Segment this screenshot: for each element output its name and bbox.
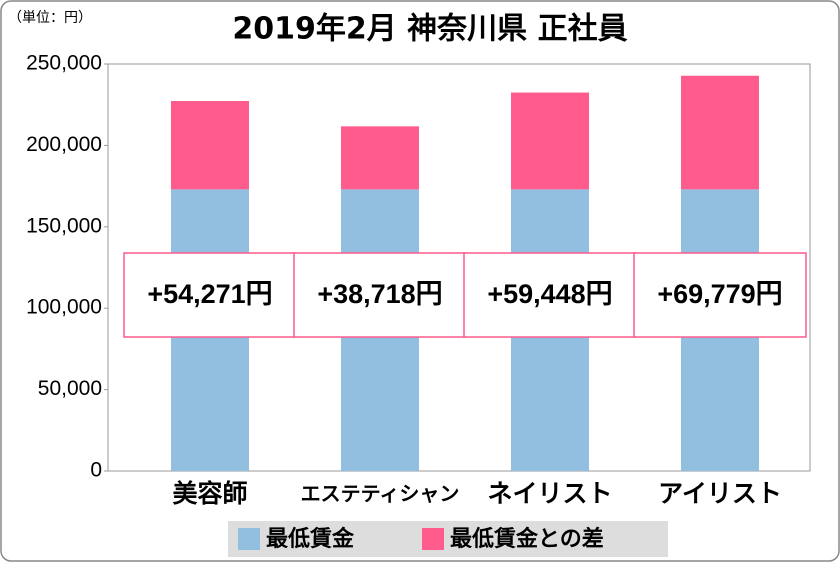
y-tick-label: 150,000: [26, 214, 102, 237]
legend-swatch: [238, 528, 260, 550]
y-tick-label: 200,000: [26, 133, 102, 156]
bar-segment: [171, 101, 249, 190]
legend-label: 最低賃金: [266, 526, 355, 552]
x-tick-label: 美容師: [172, 479, 247, 508]
unit-label: （単位：円）: [8, 10, 92, 26]
value-label: +38,718円: [317, 279, 442, 309]
y-tick-label: 250,000: [26, 52, 102, 75]
y-tick-label: 50,000: [38, 377, 102, 400]
label-box: [123, 252, 297, 338]
bar-segment: [681, 75, 759, 190]
chart-title: 2019年2月 神奈川県 正社員: [232, 12, 627, 47]
value-label: +54,271円: [147, 279, 272, 309]
label-box: [633, 252, 807, 338]
y-tick-label: 100,000: [26, 296, 102, 319]
label-box: [463, 252, 637, 338]
x-tick-label: エステティシャン: [301, 482, 460, 506]
x-tick-label: アイリスト: [658, 479, 782, 508]
y-tick-label: 0: [90, 459, 102, 482]
label-box: [293, 252, 467, 338]
legend-label: 最低賃金との差: [450, 526, 604, 552]
legend: [228, 521, 668, 557]
bar-segment: [341, 126, 419, 190]
x-tick-label: ネイリスト: [487, 479, 612, 508]
value-label: +59,448円: [487, 279, 612, 309]
value-label: +69,779円: [657, 279, 782, 309]
plot-area: [107, 63, 811, 472]
legend-swatch: [422, 528, 444, 550]
bar-segment: [511, 92, 589, 190]
